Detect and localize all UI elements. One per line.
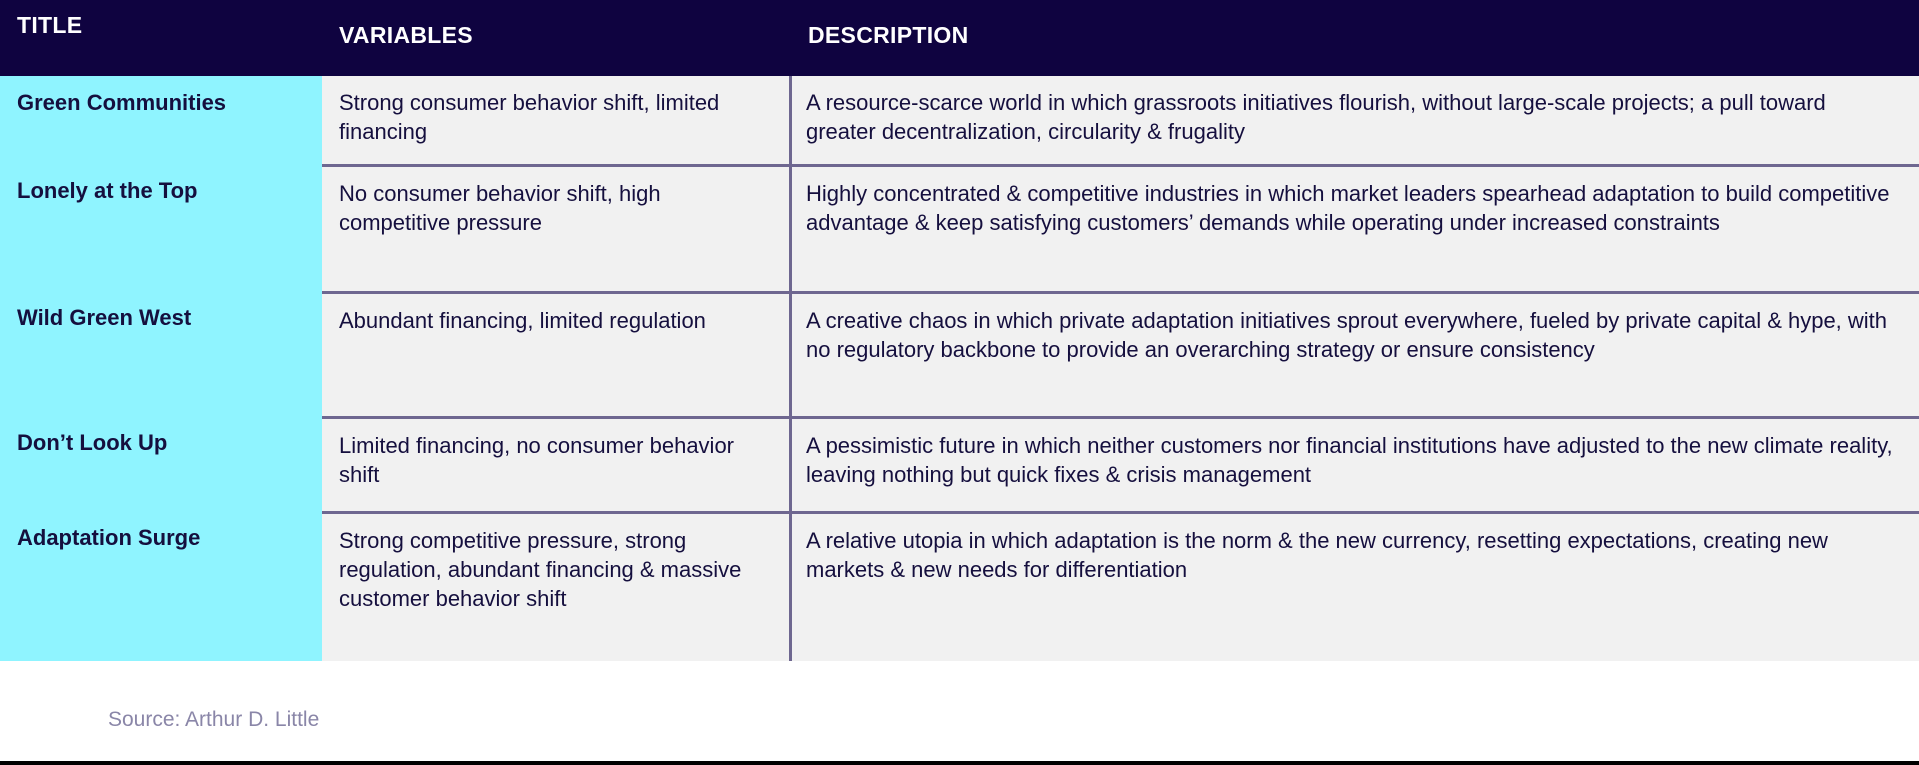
table-row: Don’t Look Up Limited financing, no cons… xyxy=(0,416,1919,511)
row-variables: Limited financing, no consumer behavior … xyxy=(322,416,792,511)
row-description: A resource-scarce world in which grassro… xyxy=(792,76,1919,164)
row-description: A pessimistic future in which neither cu… xyxy=(792,416,1919,511)
row-title: Adaptation Surge xyxy=(0,511,322,661)
row-variables: No consumer behavior shift, high competi… xyxy=(322,164,792,291)
bottom-divider xyxy=(0,761,1919,765)
row-variables: Strong competitive pressure, strong regu… xyxy=(322,511,792,661)
row-description: A creative chaos in which private adapta… xyxy=(792,291,1919,416)
row-variables: Abundant financing, limited regulation xyxy=(322,291,792,416)
row-description: Highly concentrated & competitive indust… xyxy=(792,164,1919,291)
row-variables: Strong consumer behavior shift, limited … xyxy=(322,76,792,164)
row-title: Lonely at the Top xyxy=(0,164,322,291)
header-description: DESCRIPTION xyxy=(808,22,969,48)
header-title: TITLE xyxy=(17,12,83,38)
table-header: TITLE VARIABLES DESCRIPTION xyxy=(0,0,1919,76)
row-description: A relative utopia in which adaptation is… xyxy=(792,511,1919,661)
table-row: Wild Green West Abundant financing, limi… xyxy=(0,291,1919,416)
table-row: Adaptation Surge Strong competitive pres… xyxy=(0,511,1919,661)
row-title: Don’t Look Up xyxy=(0,416,322,511)
row-title: Green Communities xyxy=(0,76,322,164)
scenario-table: TITLE VARIABLES DESCRIPTION Green Commun… xyxy=(0,0,1919,661)
header-variables: VARIABLES xyxy=(339,22,473,48)
row-title: Wild Green West xyxy=(0,291,322,416)
table-row: Lonely at the Top No consumer behavior s… xyxy=(0,164,1919,291)
source-note: Source: Arthur D. Little xyxy=(108,708,320,731)
table-row: Green Communities Strong consumer behavi… xyxy=(0,76,1919,164)
